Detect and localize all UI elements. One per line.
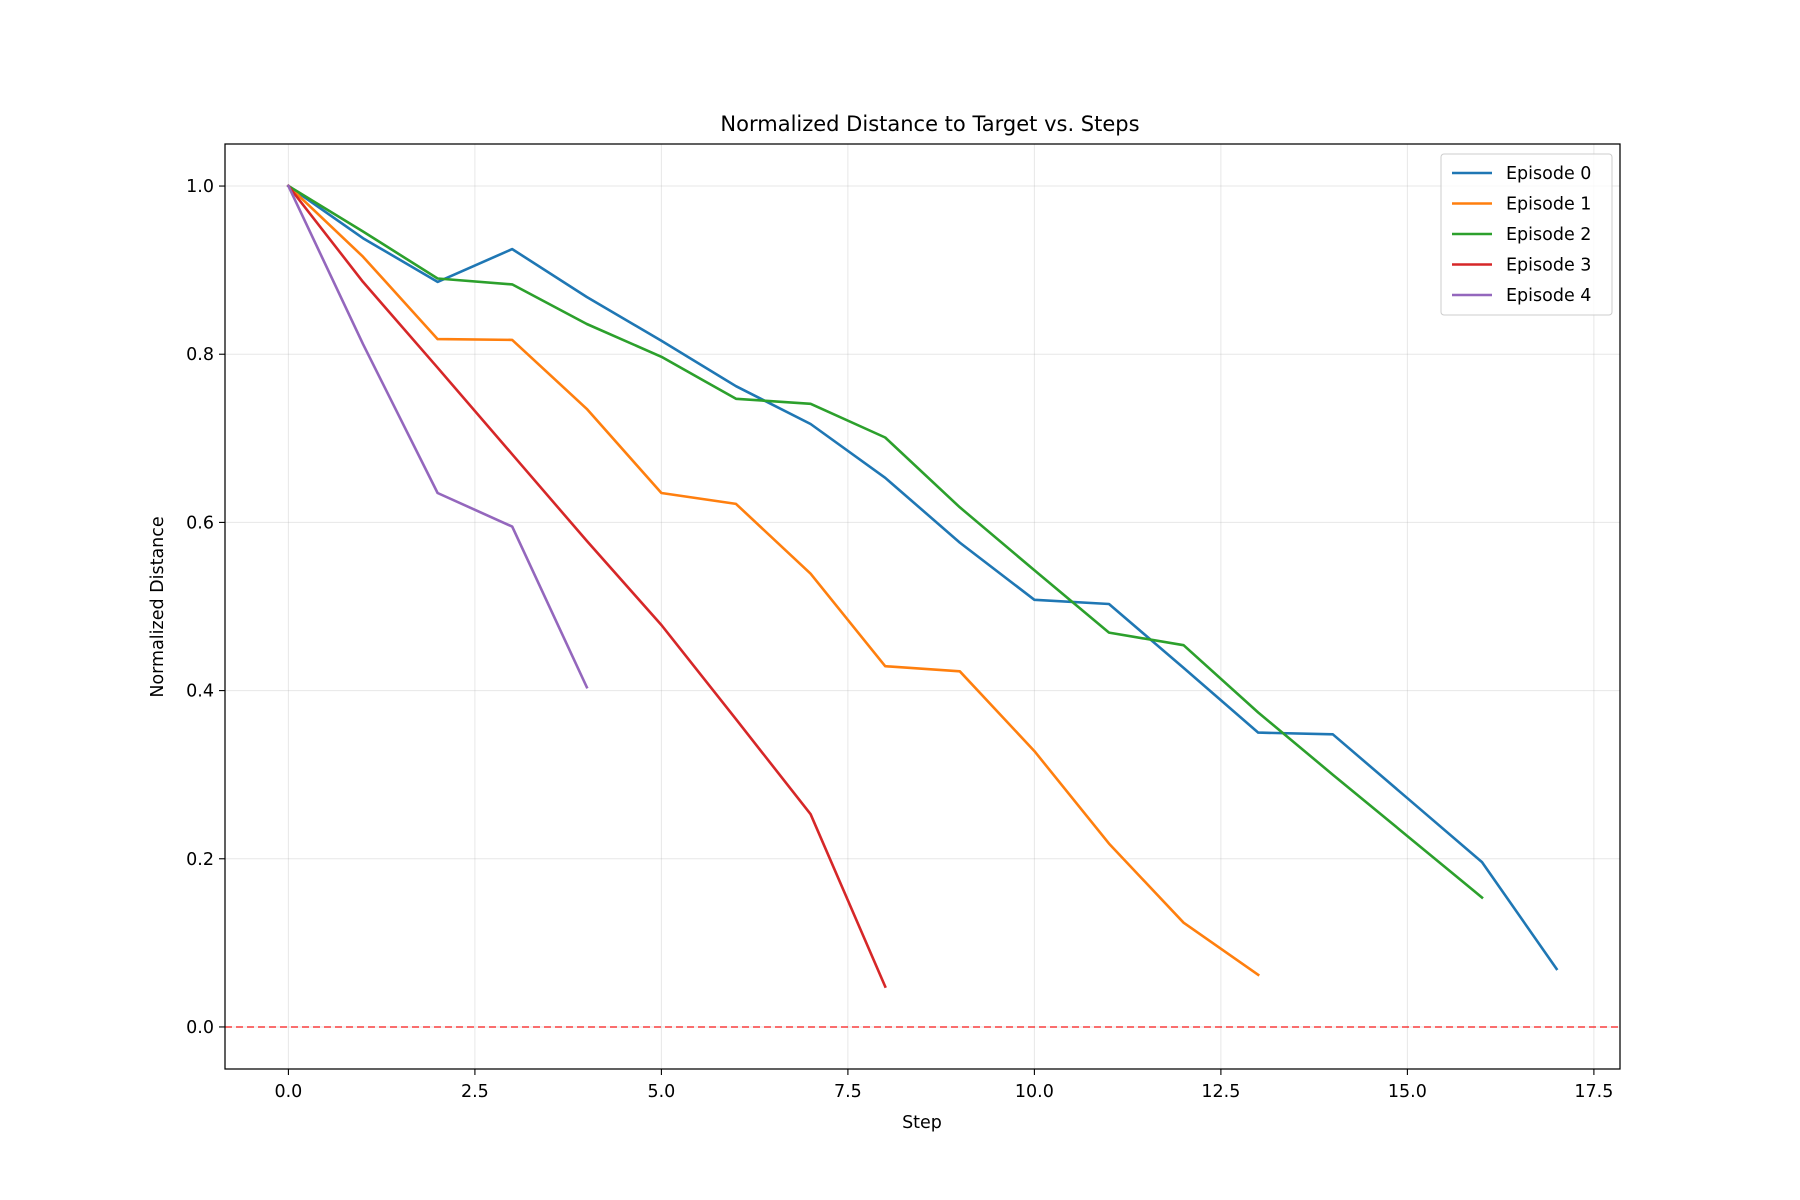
plot-frame <box>224 143 1621 1070</box>
x-tick-label: 17.5 <box>1574 1082 1613 1102</box>
x-axis-ticks: 0.0 2.5 5.0 7.5 10.0 12.5 15.0 17.5 <box>274 1069 1613 1102</box>
legend: Episode 0 Episode 1 Episode 2 Episode 3 Epis… <box>1440 153 1613 316</box>
y-axis-label: Normalized Distance <box>148 516 168 697</box>
y-axis-ticks: 0.0 0.2 0.4 0.6 0.8 1.0 <box>186 177 225 1038</box>
y-tick-label: 0.4 <box>186 682 214 702</box>
series-line-episode-3 <box>286 184 887 989</box>
legend-label: Episode 3 <box>1506 256 1591 276</box>
legend-label: Episode 2 <box>1506 225 1591 245</box>
x-tick-label: 2.5 <box>461 1082 489 1102</box>
y-tick-label: 1.0 <box>186 177 214 197</box>
y-tick-label: 0.6 <box>186 513 214 533</box>
y-tick-label: 0.8 <box>186 345 214 365</box>
chart-title: Normalized Distance to Target vs. Steps <box>720 112 1139 136</box>
series-line-episode-4 <box>286 184 589 689</box>
y-tick-label: 0.2 <box>186 850 214 870</box>
legend-label: Episode 1 <box>1506 195 1591 215</box>
x-tick-label: 7.5 <box>834 1082 862 1102</box>
x-axis-label: Step <box>902 1113 942 1133</box>
legend-label: Episode 4 <box>1506 286 1591 306</box>
plot-area <box>225 144 1620 1069</box>
series-group <box>286 184 1559 989</box>
y-tick-label: 0.0 <box>186 1018 214 1038</box>
x-tick-label: 12.5 <box>1201 1082 1240 1102</box>
legend-label: Episode 0 <box>1506 164 1591 184</box>
x-tick-label: 5.0 <box>647 1082 675 1102</box>
series-line-episode-2 <box>286 184 1484 900</box>
legend-box <box>1440 153 1613 316</box>
series-line-episode-1 <box>286 184 1261 977</box>
x-tick-label: 15.0 <box>1388 1082 1427 1102</box>
x-tick-label: 0.0 <box>274 1082 302 1102</box>
series-line-episode-0 <box>286 184 1559 971</box>
x-tick-label: 10.0 <box>1015 1082 1054 1102</box>
